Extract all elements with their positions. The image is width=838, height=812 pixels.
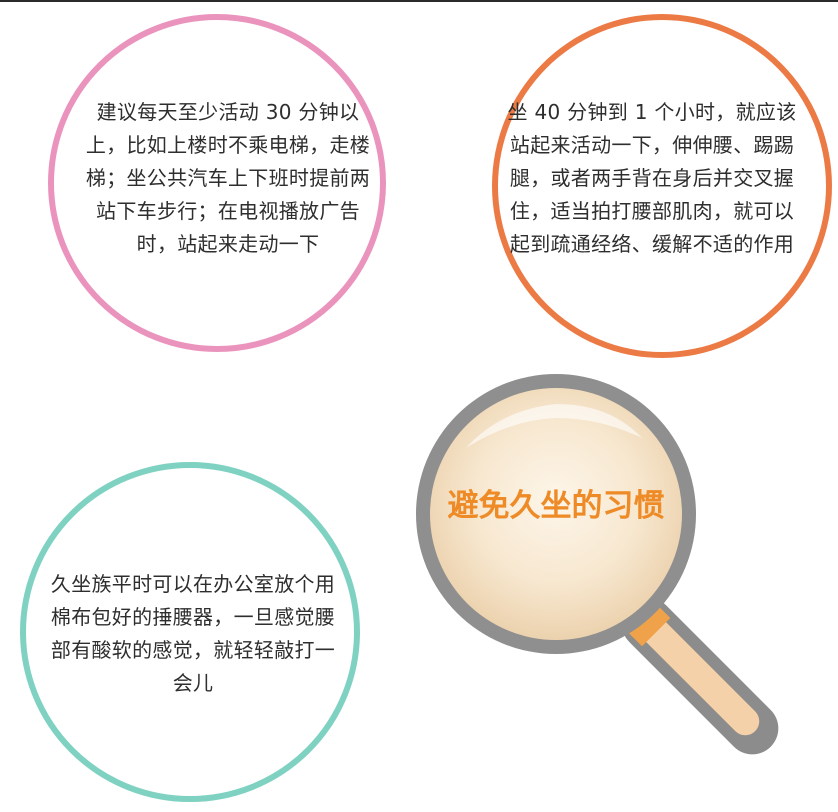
tip-text-stand-up: 坐 40 分钟到 1 个小时，就应该站起来活动一下，伸伸腰、踢踢腿，或者两手背在… <box>507 100 797 256</box>
tip-circle-orange <box>492 14 832 358</box>
tip-text-massager: 久坐族平时可以在办公室放个用棉布包好的捶腰器，一旦感觉腰部有酸软的感觉，就轻轻敲… <box>50 572 336 695</box>
tip-circle-pink <box>48 14 386 352</box>
magnifier-lens <box>430 388 682 640</box>
tip-text-activity: 建议每天至少活动 30 分钟以上，比如上楼时不乘电梯，走楼梯；坐公共汽车上下班时… <box>85 100 371 256</box>
magnifier-title: 避免久坐的习惯 <box>447 488 665 524</box>
tip-circle-teal <box>20 462 360 802</box>
top-border-line <box>0 0 838 2</box>
lens-highlight <box>466 404 642 448</box>
